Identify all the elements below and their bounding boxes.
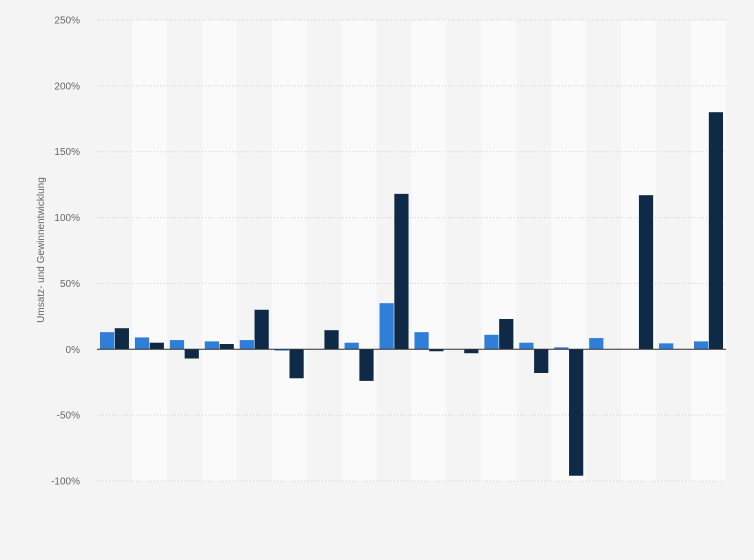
- bar: [114, 328, 129, 350]
- bar: [254, 309, 269, 350]
- y-tick-label: 50%: [60, 279, 80, 290]
- bar: [324, 330, 339, 350]
- bar: [569, 349, 584, 476]
- bar: [499, 318, 514, 350]
- bar: [344, 342, 359, 350]
- category-band: [481, 20, 517, 481]
- bar: [414, 332, 429, 350]
- y-tick-label: -50%: [57, 411, 80, 422]
- bar: [484, 334, 499, 350]
- bar: [289, 349, 304, 379]
- y-axis-ticks: 250% 200% 150% 100% 50% 0% -50% -100%: [51, 16, 80, 488]
- category-band: [411, 20, 447, 481]
- bar: [184, 349, 199, 359]
- bar: [464, 349, 479, 354]
- bar: [638, 195, 654, 350]
- bar: [169, 340, 185, 350]
- y-tick-label: 100%: [54, 213, 80, 224]
- bar: [274, 349, 289, 351]
- bar: [694, 341, 709, 350]
- bar: [534, 349, 549, 373]
- bar: [429, 349, 444, 352]
- bar: [554, 347, 569, 350]
- bar: [149, 342, 164, 350]
- category-band: [341, 20, 377, 481]
- bars: [99, 112, 724, 476]
- bar: [379, 303, 394, 350]
- category-band: [271, 20, 307, 481]
- bar: [708, 112, 724, 350]
- bar: [359, 349, 374, 381]
- bar: [519, 342, 534, 350]
- bar: [134, 337, 150, 350]
- bar: [659, 343, 674, 350]
- bar: [239, 340, 254, 350]
- y-tick-label: 150%: [54, 147, 80, 158]
- bar: [219, 344, 234, 350]
- y-tick-label: 0%: [66, 345, 81, 356]
- y-tick-label: 200%: [54, 81, 80, 92]
- y-tick-label: 250%: [54, 16, 80, 27]
- category-band: [131, 20, 167, 481]
- bar: [589, 338, 604, 350]
- bar: [99, 332, 115, 350]
- y-tick-label: -100%: [51, 477, 80, 488]
- bar: [204, 341, 220, 350]
- category-bands: [131, 20, 726, 481]
- y-axis-title: Umsatz- und Gewinnentwicklung: [36, 177, 47, 323]
- bar: [394, 193, 409, 350]
- category-band: [201, 20, 237, 481]
